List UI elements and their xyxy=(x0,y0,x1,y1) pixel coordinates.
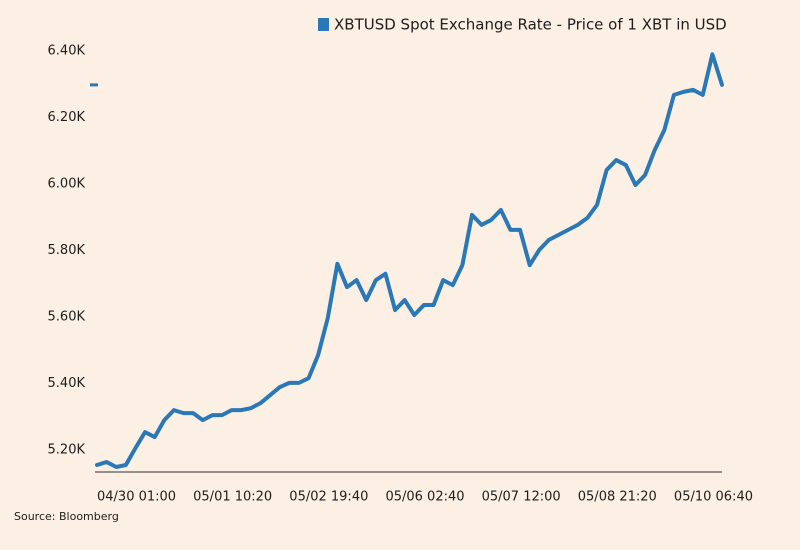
price-line xyxy=(95,52,724,470)
x-tick-label: 05/08 21:20 xyxy=(578,490,657,505)
x-tick-label: 05/01 10:20 xyxy=(193,490,272,505)
source-note: Source: Bloomberg xyxy=(14,510,119,523)
y-tick-label: 6.00K xyxy=(48,177,86,192)
y-tick-label: 6.20K xyxy=(48,110,86,125)
x-tick-label: 05/06 02:40 xyxy=(385,490,464,505)
y-tick-label: 5.80K xyxy=(48,243,86,258)
legend-label: XBTUSD Spot Exchange Rate - Price of 1 X… xyxy=(334,16,727,34)
y-tick-label: 5.40K xyxy=(48,376,86,391)
y-tick-label: 5.60K xyxy=(48,310,86,325)
y-tick-label: 5.20K xyxy=(48,443,86,458)
legend-swatch xyxy=(318,18,329,31)
y-tick-label: 6.40K xyxy=(48,43,86,58)
x-tick-label: 05/10 06:40 xyxy=(674,490,753,505)
x-tick-label: 04/30 01:00 xyxy=(97,490,176,505)
x-tick-label: 05/02 19:40 xyxy=(289,490,368,505)
x-tick-label: 05/07 12:00 xyxy=(482,490,561,505)
